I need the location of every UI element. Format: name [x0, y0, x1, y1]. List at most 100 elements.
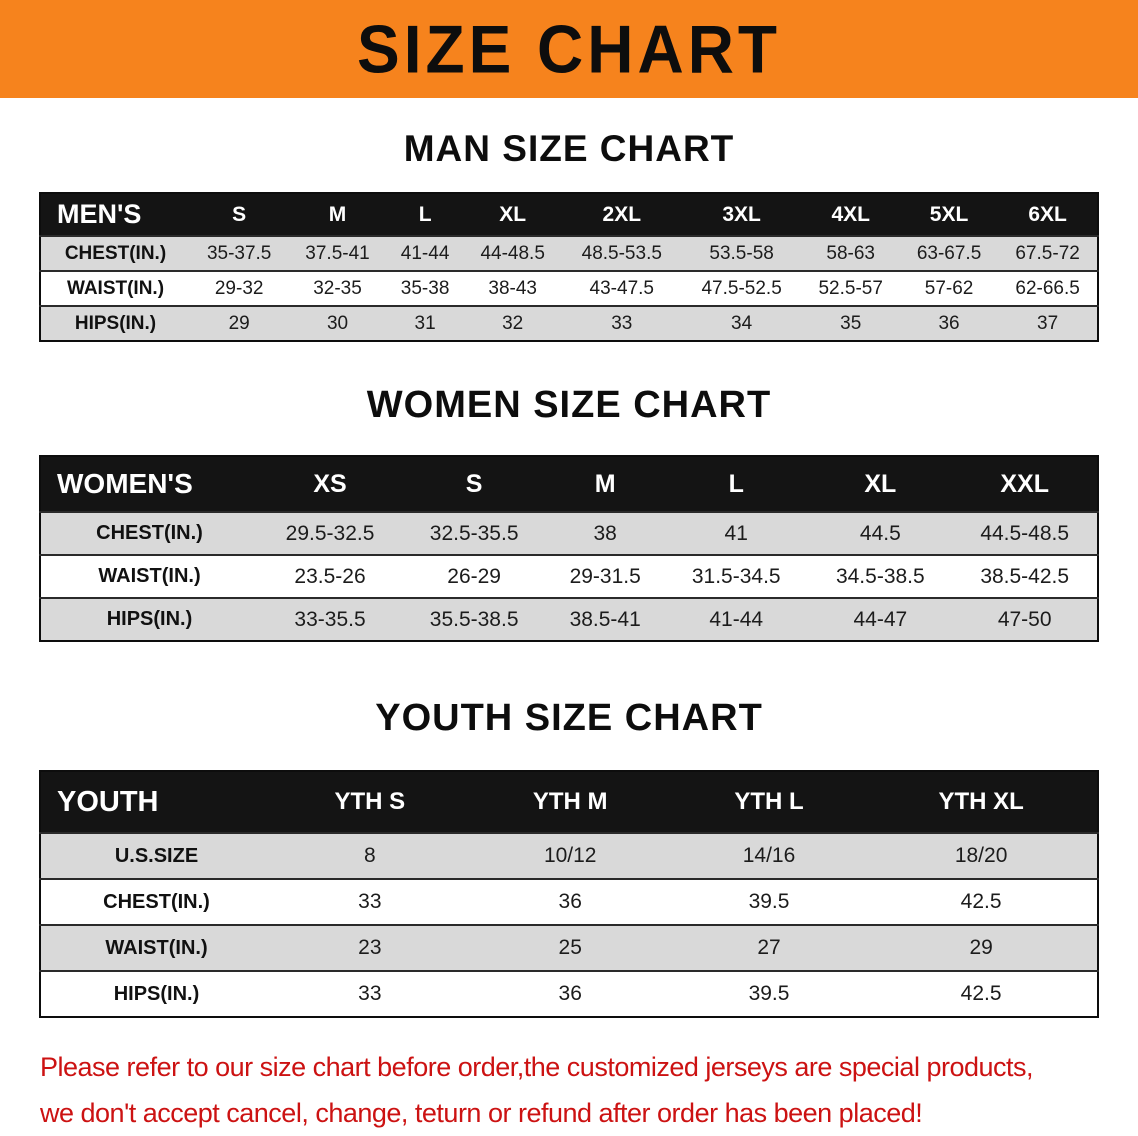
column-header-cell: XS — [313, 469, 347, 498]
value-cell: 39.5 — [748, 890, 790, 913]
value-cell: 34 — [731, 312, 753, 334]
table-row: HIPS(IN.) 33 36 39.5 42.5 — [40, 971, 1098, 1017]
men-section-heading: MAN SIZE CHART — [403, 128, 735, 169]
value-cell: 33 — [358, 982, 382, 1005]
value-cell: 38.5-42.5 — [980, 564, 1070, 588]
column-header-cell: 5XL — [929, 202, 969, 226]
table-title-cell: MEN'S — [57, 199, 142, 229]
value-cell: 32-35 — [313, 277, 362, 299]
column-header-cell: L — [728, 469, 744, 498]
table-row: WAIST(IN.) 23.5-26 26-29 29-31.5 31.5-34.5 34… — [40, 555, 1098, 598]
value-cell: 31.5-34.5 — [691, 564, 781, 588]
column-header-cell: S — [465, 469, 483, 498]
value-cell: 38-43 — [488, 277, 537, 299]
table-row: HIPS(IN.) 33-35.5 35.5-38.5 38.5-41 41-44 44-… — [40, 598, 1098, 641]
value-cell: 67.5-72 — [1015, 242, 1080, 264]
column-header-cell: YTH M — [532, 788, 608, 815]
men-size-table: MEN'S S M L XL 2XL 3XL 4XL 5XL 6XL CHEST(IN.) 35-37… — [39, 192, 1099, 342]
value-cell: 41 — [724, 521, 748, 545]
notice-line-1: Please refer to our size chart before or… — [40, 1052, 1034, 1082]
value-cell: 37 — [1037, 312, 1059, 334]
value-cell: 62-66.5 — [1015, 277, 1080, 299]
value-cell: 35-38 — [400, 277, 450, 299]
value-cell: 35-37.5 — [206, 242, 272, 264]
value-cell: 47.5-52.5 — [701, 277, 782, 299]
table-row: CHEST(IN.) 35-37.5 37.5-41 41-44 44-48.5 48.5… — [40, 236, 1098, 271]
table-header-row: MEN'S S M L XL 2XL 3XL 4XL 5XL 6XL — [40, 193, 1098, 236]
section-women: WOMEN SIZE CHART WOMEN'S XS S M L XL XXL CHEST(… — [0, 384, 1138, 642]
value-cell: 8 — [363, 844, 376, 867]
value-cell: 33 — [611, 312, 633, 334]
row-label-cell: CHEST(IN.) — [103, 890, 210, 913]
table-header-row: WOMEN'S XS S M L XL XXL — [40, 456, 1098, 512]
table-row: CHEST(IN.) 33 36 39.5 42.5 — [40, 879, 1098, 925]
value-cell: 57-62 — [924, 277, 974, 299]
column-header-cell: M — [328, 202, 347, 226]
column-header-cell: 2XL — [602, 202, 642, 226]
women-section-heading: WOMEN SIZE CHART — [366, 384, 772, 426]
row-label-cell: WAIST(IN.) — [105, 936, 208, 959]
column-header-cell: 4XL — [831, 202, 870, 226]
row-label-cell: U.S.SIZE — [114, 844, 199, 867]
value-cell: 34.5-38.5 — [835, 564, 925, 588]
table-row: HIPS(IN.) 29 30 31 32 33 34 35 36 37 — [40, 306, 1098, 341]
value-cell: 43-47.5 — [589, 277, 654, 299]
youth-section-heading: YOUTH SIZE CHART — [375, 697, 763, 739]
value-cell: 53.5-58 — [709, 242, 774, 264]
women-size-table: WOMEN'S XS S M L XL XXL CHEST(IN.) 29.5-32.5 32.5… — [39, 455, 1099, 642]
value-cell: 10/12 — [543, 844, 597, 867]
value-cell: 47-50 — [997, 607, 1052, 631]
column-header-cell: YTH S — [334, 788, 406, 815]
column-header-cell: 3XL — [722, 202, 761, 226]
value-cell: 44-48.5 — [480, 242, 545, 264]
value-cell: 36 — [938, 312, 960, 334]
page-title: SIZE CHART — [357, 10, 781, 88]
value-cell: 31 — [414, 312, 436, 334]
column-header-cell: XL — [499, 202, 527, 226]
value-cell: 29 — [969, 936, 993, 959]
table-header-row: YOUTH YTH S YTH M YTH L YTH XL — [40, 771, 1098, 833]
value-cell: 39.5 — [748, 982, 790, 1005]
value-cell: 36 — [558, 890, 582, 913]
value-cell: 35 — [840, 312, 862, 334]
value-cell: 32.5-35.5 — [429, 521, 519, 545]
table-row: WAIST(IN.) 23 25 27 29 — [40, 925, 1098, 971]
value-cell: 35.5-38.5 — [429, 607, 519, 631]
row-label-cell: CHEST(IN.) — [64, 242, 167, 264]
column-header-cell: YTH L — [734, 788, 804, 815]
table-row: U.S.SIZE 8 10/12 14/16 18/20 — [40, 833, 1098, 879]
value-cell: 48.5-53.5 — [581, 242, 662, 264]
value-cell: 29-31.5 — [569, 564, 641, 588]
section-men: MAN SIZE CHART MEN'S S M L XL 2XL 3XL 4XL 5XL 6XL… — [0, 128, 1138, 342]
column-header-cell: L — [418, 202, 432, 226]
table-title-cell: YOUTH — [57, 785, 159, 818]
value-cell: 33 — [358, 890, 382, 913]
value-cell: 44-47 — [853, 607, 908, 631]
value-cell: 42.5 — [960, 890, 1002, 913]
value-cell: 14/16 — [742, 844, 796, 867]
table-row: CHEST(IN.) 29.5-32.5 32.5-35.5 38 41 44.5 44.5… — [40, 512, 1098, 555]
value-cell: 23.5-26 — [294, 564, 366, 588]
value-cell: 33-35.5 — [294, 607, 366, 631]
row-label-cell: HIPS(IN.) — [106, 608, 193, 630]
value-cell: 41-44 — [709, 607, 764, 631]
value-cell: 44.5-48.5 — [980, 521, 1070, 545]
column-header-cell: XL — [864, 469, 897, 498]
value-cell: 18/20 — [954, 844, 1008, 867]
value-cell: 32 — [502, 312, 524, 334]
column-header-cell: S — [232, 202, 247, 226]
value-cell: 30 — [326, 312, 349, 334]
value-cell: 52.5-57 — [818, 277, 883, 299]
value-cell: 27 — [757, 936, 781, 959]
value-cell: 41-44 — [400, 242, 450, 264]
column-header-cell: 6XL — [1028, 202, 1067, 226]
value-cell: 23 — [358, 936, 382, 959]
table-title-cell: WOMEN'S — [57, 468, 193, 499]
section-youth: YOUTH SIZE CHART YOUTH YTH S YTH M YTH L YTH… — [0, 697, 1138, 1018]
notice-line-2: we don't accept cancel, change, teturn o… — [40, 1098, 923, 1128]
value-cell: 58-63 — [826, 242, 876, 264]
value-cell: 29.5-32.5 — [285, 521, 375, 545]
value-cell: 63-67.5 — [916, 242, 982, 264]
value-cell: 25 — [558, 936, 582, 959]
